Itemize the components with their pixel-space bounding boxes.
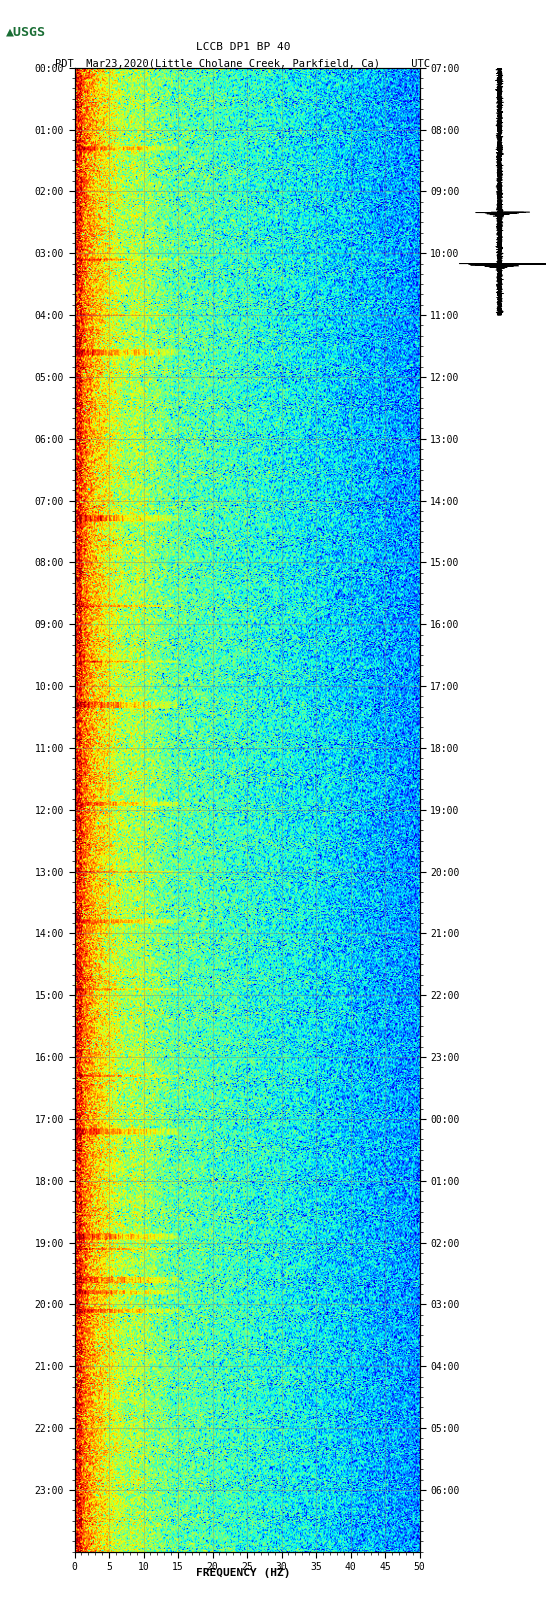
Text: ▲USGS: ▲USGS xyxy=(6,26,45,39)
Text: FREQUENCY (HZ): FREQUENCY (HZ) xyxy=(195,1568,290,1578)
Text: LCCB DP1 BP 40: LCCB DP1 BP 40 xyxy=(195,42,290,52)
Text: PDT  Mar23,2020(Little Cholane Creek, Parkfield, Ca)     UTC: PDT Mar23,2020(Little Cholane Creek, Par… xyxy=(55,58,431,68)
